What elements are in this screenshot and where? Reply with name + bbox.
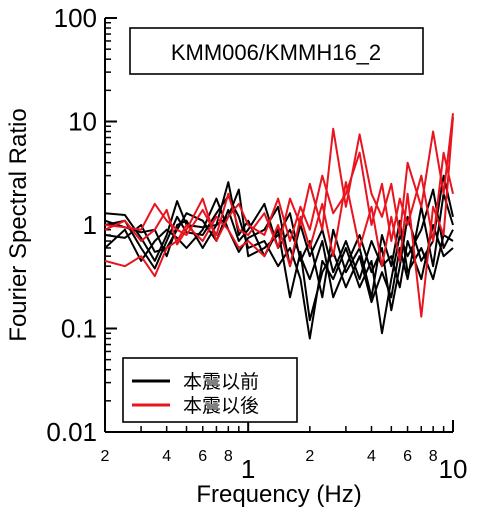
y-tick-label: 0.1 [61,314,97,344]
series-1-curve-1 [104,117,454,318]
x-minor-tick-label: 2 [101,448,110,465]
title-box-frame [129,27,424,75]
legend-label-before: 本震以前 [183,371,259,393]
title-box: KMM006/KMMH16_2 [129,27,424,75]
legend-label-after: 本震以後 [183,395,259,417]
series-0-curve-1 [104,188,454,340]
x-minor-tick-label: 8 [429,448,438,465]
x-minor-tick-label: 8 [224,448,233,465]
series-1-curve-2 [104,151,454,246]
y-axis-title: Fourier Spectral Ratio [5,108,32,341]
series-1-curve-0 [104,113,454,249]
x-major-tick-label: 10 [439,454,468,484]
y-tick-label: 1 [83,210,97,240]
x-minor-tick-label: 4 [367,448,376,465]
x-minor-tick-label: 2 [305,448,314,465]
legend-frame [122,357,298,423]
x-minor-tick-label: 6 [403,448,412,465]
x-minor-tick-label: 6 [198,448,207,465]
x-major-tick-label: 1 [241,454,255,484]
axis-ticks [104,17,454,433]
series-lines [104,113,454,340]
legend: 本震以前 本震以後 [122,357,298,423]
x-minor-tick-label: 4 [162,448,171,465]
y-tick-label: 0.01 [46,417,97,447]
x-axis-title: Frequency (Hz) [196,481,361,508]
chart-title: KMM006/KMMH16_2 [171,40,381,65]
y-tick-label: 100 [54,3,97,33]
y-tick-label: 10 [68,107,97,137]
